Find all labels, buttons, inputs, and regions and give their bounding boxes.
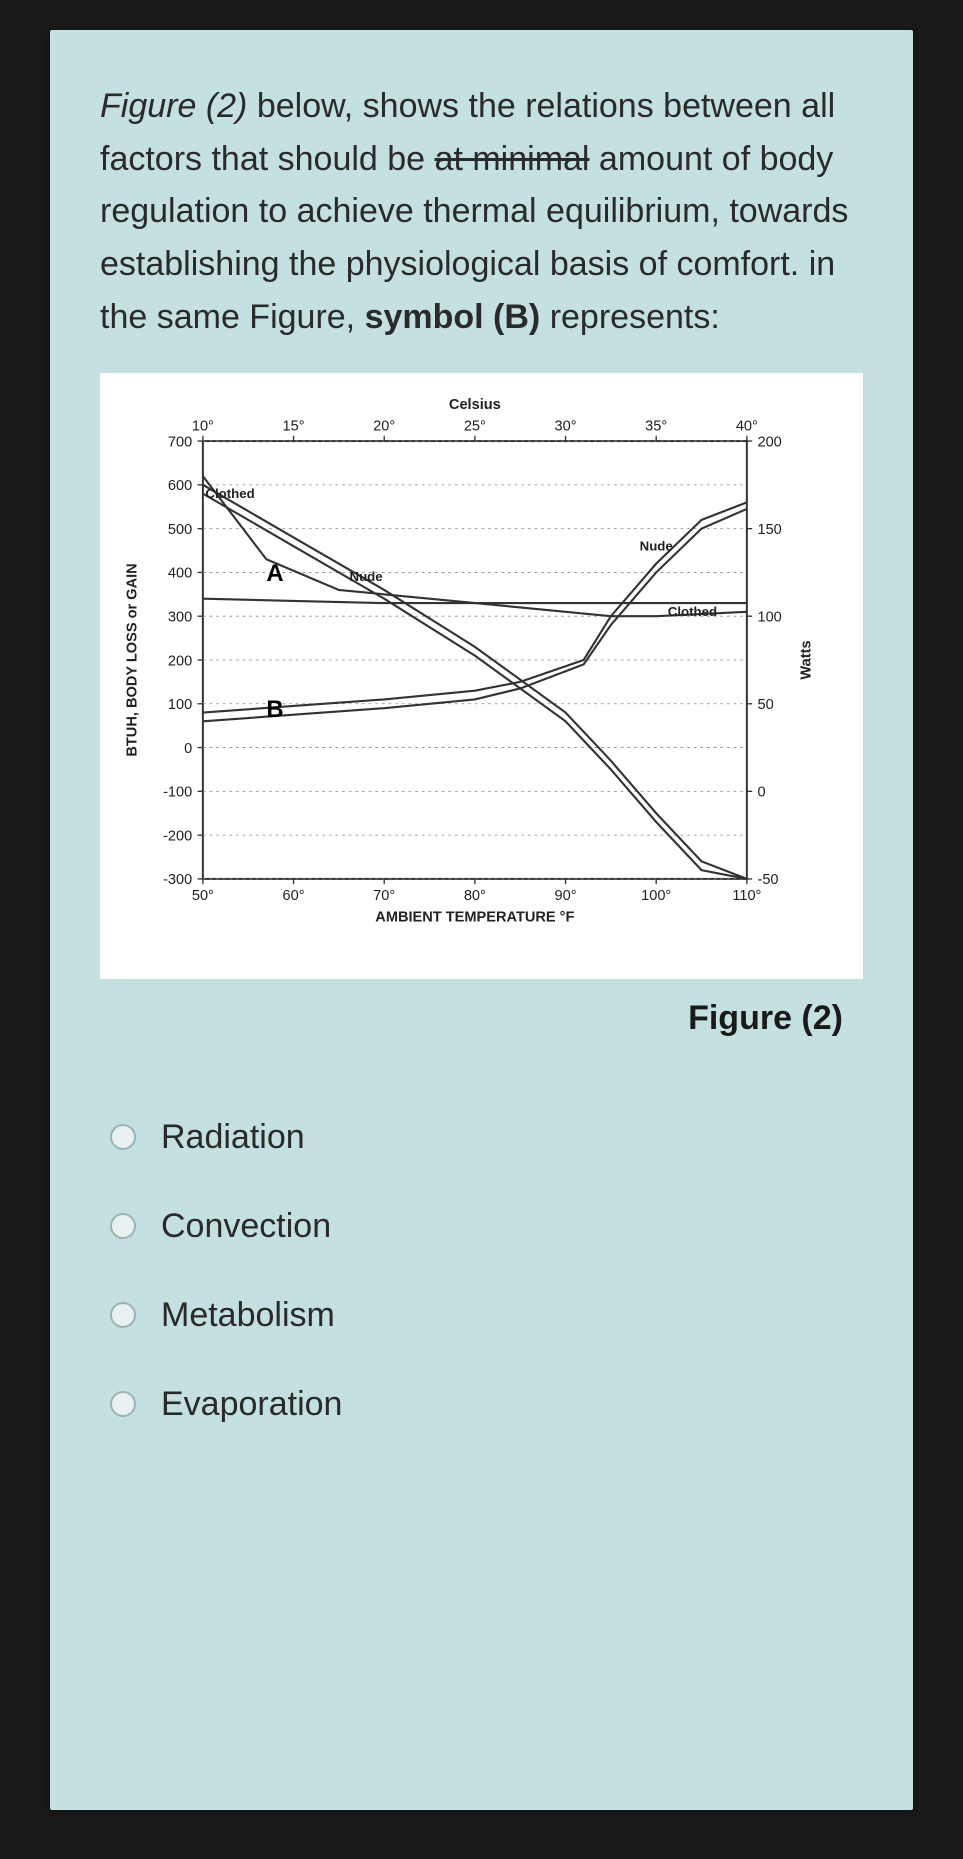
svg-text:50: 50 — [757, 698, 773, 714]
radio-icon — [110, 1302, 136, 1328]
svg-text:50°: 50° — [192, 889, 214, 905]
svg-text:35°: 35° — [645, 419, 667, 435]
options-list: Radiation Convection Metabolism Evaporat… — [100, 1118, 863, 1424]
option-label: Evaporation — [161, 1385, 342, 1424]
question-text: Figure (2) below, shows the relations be… — [100, 80, 863, 343]
option-convection[interactable]: Convection — [100, 1207, 863, 1246]
option-label: Radiation — [161, 1118, 305, 1157]
option-label: Metabolism — [161, 1296, 335, 1335]
svg-text:-100: -100 — [163, 785, 192, 801]
option-metabolism[interactable]: Metabolism — [100, 1296, 863, 1335]
svg-text:600: 600 — [168, 479, 192, 495]
svg-text:400: 400 — [168, 566, 192, 582]
svg-text:300: 300 — [168, 610, 192, 626]
question-body-3: represents: — [540, 298, 720, 336]
svg-text:Nude: Nude — [350, 570, 383, 585]
svg-text:-200: -200 — [163, 829, 192, 845]
svg-text:70°: 70° — [373, 889, 395, 905]
svg-text:Clothed: Clothed — [205, 486, 254, 501]
question-card: Figure (2) below, shows the relations be… — [50, 30, 913, 1810]
radio-icon — [110, 1124, 136, 1150]
svg-text:Celsius: Celsius — [449, 398, 501, 414]
svg-text:AMBIENT TEMPERATURE °F: AMBIENT TEMPERATURE °F — [375, 910, 574, 926]
question-struck: at minimal — [435, 140, 590, 178]
svg-text:Watts: Watts — [799, 641, 815, 680]
question-bold: symbol (B) — [365, 298, 541, 336]
svg-text:100: 100 — [757, 610, 781, 626]
svg-text:90°: 90° — [555, 889, 577, 905]
radio-icon — [110, 1391, 136, 1417]
chart-container: -300-200-1000100200300400500600700BTUH, … — [100, 373, 863, 979]
svg-text:80°: 80° — [464, 889, 486, 905]
svg-text:150: 150 — [757, 522, 781, 538]
heat-loss-chart: -300-200-1000100200300400500600700BTUH, … — [110, 388, 853, 959]
svg-text:20°: 20° — [373, 419, 395, 435]
svg-text:10°: 10° — [192, 419, 214, 435]
svg-text:0: 0 — [757, 785, 765, 801]
svg-text:Clothed: Clothed — [668, 605, 717, 620]
svg-text:-300: -300 — [163, 873, 192, 889]
option-label: Convection — [161, 1207, 331, 1246]
svg-text:Nude: Nude — [640, 539, 673, 554]
svg-text:15°: 15° — [283, 419, 305, 435]
svg-text:60°: 60° — [283, 889, 305, 905]
figure-ref: Figure (2) — [100, 87, 247, 125]
svg-text:200: 200 — [168, 654, 192, 670]
svg-text:100: 100 — [168, 698, 192, 714]
svg-text:700: 700 — [168, 435, 192, 451]
svg-text:100°: 100° — [641, 889, 671, 905]
svg-text:BTUH, BODY LOSS or GAIN: BTUH, BODY LOSS or GAIN — [125, 564, 141, 757]
svg-text:40°: 40° — [736, 419, 758, 435]
svg-text:0: 0 — [184, 741, 192, 757]
option-radiation[interactable]: Radiation — [100, 1118, 863, 1157]
svg-text:200: 200 — [757, 435, 781, 451]
svg-text:25°: 25° — [464, 419, 486, 435]
svg-text:30°: 30° — [555, 419, 577, 435]
svg-text:110°: 110° — [732, 889, 761, 905]
option-evaporation[interactable]: Evaporation — [100, 1385, 863, 1424]
figure-caption: Figure (2) — [100, 999, 843, 1038]
svg-text:500: 500 — [168, 522, 192, 538]
svg-text:B: B — [266, 696, 283, 723]
svg-text:-50: -50 — [757, 873, 778, 889]
radio-icon — [110, 1213, 136, 1239]
svg-text:A: A — [266, 561, 283, 588]
